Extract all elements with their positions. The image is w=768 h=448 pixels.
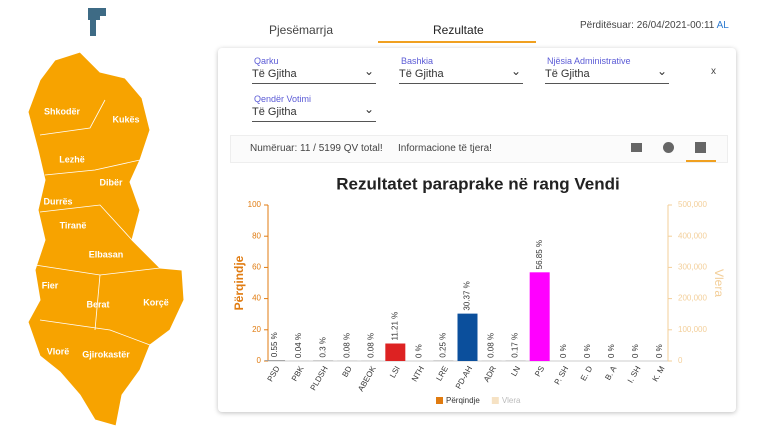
legend-label: Përqindje [446, 396, 480, 405]
lang[interactable]: AL [716, 20, 729, 31]
value-label: 0 % [414, 344, 423, 358]
app-icon [88, 8, 106, 36]
value-label: 0 % [655, 344, 664, 358]
filter-label: Bashkia [401, 56, 434, 66]
x-tick-label: E. D [579, 364, 595, 382]
region-label: Berat [86, 299, 109, 309]
y-tick-label: 40 [252, 294, 261, 303]
tab-active[interactable]: Rezultate [433, 23, 484, 37]
value-label: 0.17 % [511, 333, 520, 358]
y2-axis-label: Vlera [712, 269, 726, 297]
updated-text: Përditësuar: 26/04/2021-00:11 [580, 20, 715, 31]
x-tick-label: PSD [266, 364, 282, 383]
x-tick-label: BD [340, 364, 353, 378]
region-label: Elbasan [89, 249, 124, 259]
region-label: Shkodër [44, 106, 81, 116]
region-label: Korçë [143, 297, 169, 307]
bar [529, 272, 550, 361]
x-tick-label: ADR [482, 364, 498, 383]
bar-view[interactable] [695, 142, 706, 153]
x-tick-label: ABEOK [356, 364, 378, 393]
y2-tick-label: 0 [678, 356, 683, 365]
y-tick-label: 0 [257, 356, 262, 365]
value-label: 0.08 % [366, 333, 375, 358]
legend-label: Vlera [502, 396, 521, 405]
y2-tick-label: 200,000 [678, 294, 707, 303]
filter-select[interactable]: Të Gjitha [252, 102, 376, 122]
view-underline [686, 160, 716, 162]
region-label: Lezhë [59, 154, 85, 164]
x-tick-label: I. SH [626, 364, 643, 384]
bar [457, 313, 478, 361]
x-tick-label: PD-AH [454, 364, 474, 390]
x-tick-label: K. M [651, 364, 667, 383]
x-tick-label: B. A [603, 364, 618, 382]
filter-select[interactable]: Të Gjitha [252, 64, 376, 84]
chart-title: Rezultatet paraprake në rang Vendi [336, 174, 619, 193]
filter-label: Qarku [254, 56, 279, 66]
value-label: 56.85 % [535, 240, 544, 269]
updated: Përditësuar: 26/04/2021-00:11 AL [580, 20, 729, 31]
y-tick-label: 60 [252, 263, 261, 272]
more-info[interactable]: Informacione të tjera! [398, 143, 492, 154]
value-label: 0 % [607, 344, 616, 358]
y-tick-label: 20 [252, 325, 261, 334]
region-label: Kukës [112, 114, 139, 124]
x-tick-label: LN [509, 364, 522, 378]
albania-map [27, 51, 185, 427]
value-label: 0 % [559, 344, 568, 358]
value-label: 0 % [583, 344, 592, 358]
table-view[interactable] [631, 143, 642, 152]
region-label: Durrës [43, 196, 72, 206]
pie-view[interactable] [663, 142, 674, 153]
region-label: Tiranë [60, 220, 87, 230]
bar [385, 343, 406, 361]
close-button[interactable]: x [711, 66, 716, 77]
value-label: 11.21 % [390, 312, 399, 341]
region-borders [34, 99, 161, 346]
value-label: 0.25 % [439, 333, 448, 358]
tab-underline [378, 41, 536, 43]
x-tick-label: NTH [410, 364, 426, 383]
filter-label: Qendër Votimi [254, 94, 312, 104]
region-label: Gjirokastër [82, 349, 130, 359]
y2-tick-label: 500,000 [678, 200, 707, 209]
value-label: 0.08 % [487, 333, 496, 358]
value-label: 0 % [631, 344, 640, 358]
y2-tick-label: 400,000 [678, 231, 707, 240]
y-axis-label: Përqindje [232, 255, 246, 310]
y-tick-label: 80 [252, 231, 261, 240]
value-label: 0.08 % [342, 333, 351, 358]
region-label: Dibër [99, 177, 123, 187]
y-tick-label: 100 [248, 200, 262, 209]
toolbar: Numëruar: 11 / 5199 QV total! Informacio… [230, 135, 728, 163]
region-label: Fier [42, 280, 59, 290]
counted: Numëruar: 11 / 5199 QV total! [250, 143, 383, 154]
y2-tick-label: 100,000 [678, 325, 707, 334]
x-tick-label: P. SH [553, 364, 571, 386]
value-label: 0.55 % [270, 332, 279, 357]
filter-select[interactable]: Të Gjitha [545, 64, 669, 84]
value-label: 0.04 % [294, 333, 303, 358]
y2-tick-label: 300,000 [678, 263, 707, 272]
value-label: 0.3 % [318, 337, 327, 357]
region-label: Vlorë [47, 346, 70, 356]
legend-swatch [436, 397, 443, 404]
filter-select[interactable]: Të Gjitha [399, 64, 523, 84]
x-tick-label: LRE [434, 365, 450, 383]
legend-swatch [491, 397, 499, 404]
value-label: 30.37 % [463, 281, 472, 310]
x-tick-label: LSI [388, 365, 402, 380]
x-tick-label: PLDSH [309, 364, 330, 392]
tab[interactable]: Pjesëmarrja [269, 23, 334, 37]
filter-label: Njësia Administrative [547, 56, 631, 66]
x-tick-label: PS [533, 365, 546, 379]
x-tick-label: PBK [290, 364, 306, 383]
bar [265, 360, 286, 361]
